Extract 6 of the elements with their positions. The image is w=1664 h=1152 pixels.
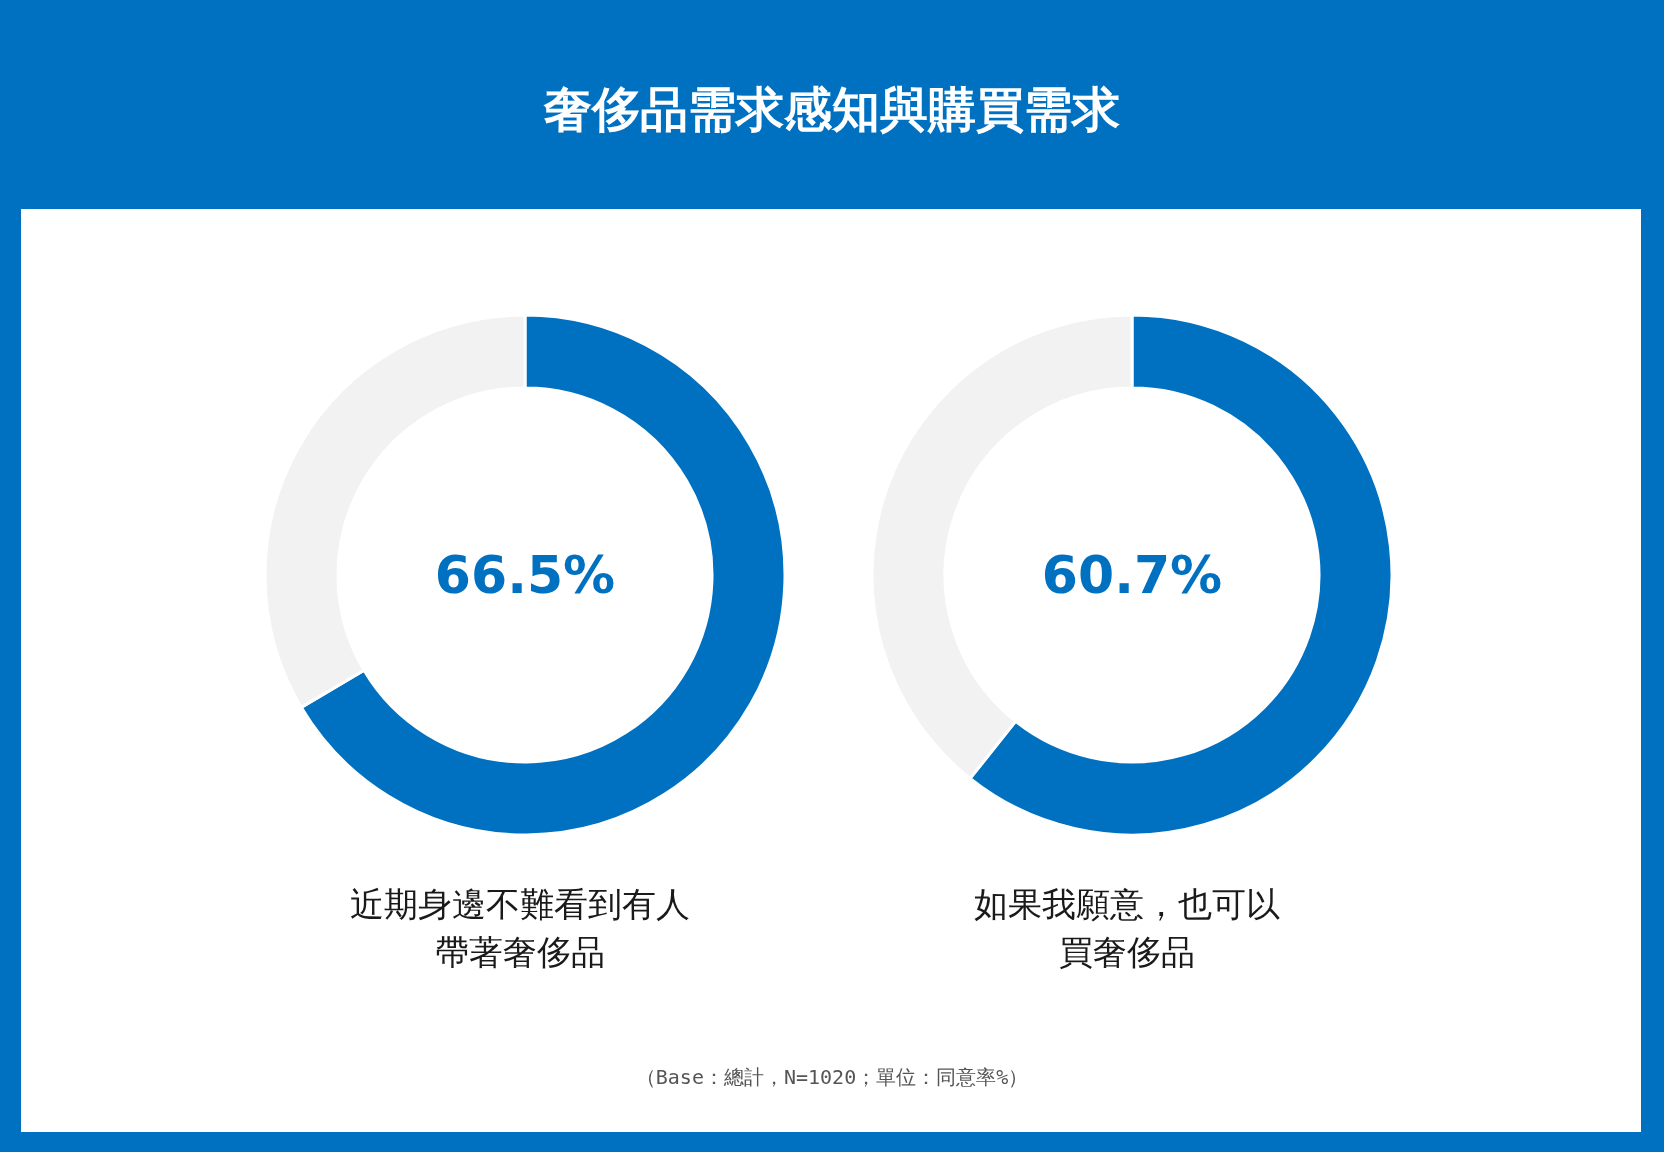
slice-label: 近期身邊不難看到有人帶著奢侈品 (349, 883, 691, 974)
chart-title: 奢侈品需求感知與購買需求 (542, 80, 1121, 139)
text: （Base：總計，N=1020；單位：同意率%） (634, 1064, 1030, 1091)
data-label: 66.5% (434, 545, 616, 606)
data-label: 60.7% (1041, 545, 1223, 606)
slice-label: 如果我願意，也可以買奢侈品 (973, 883, 1281, 974)
